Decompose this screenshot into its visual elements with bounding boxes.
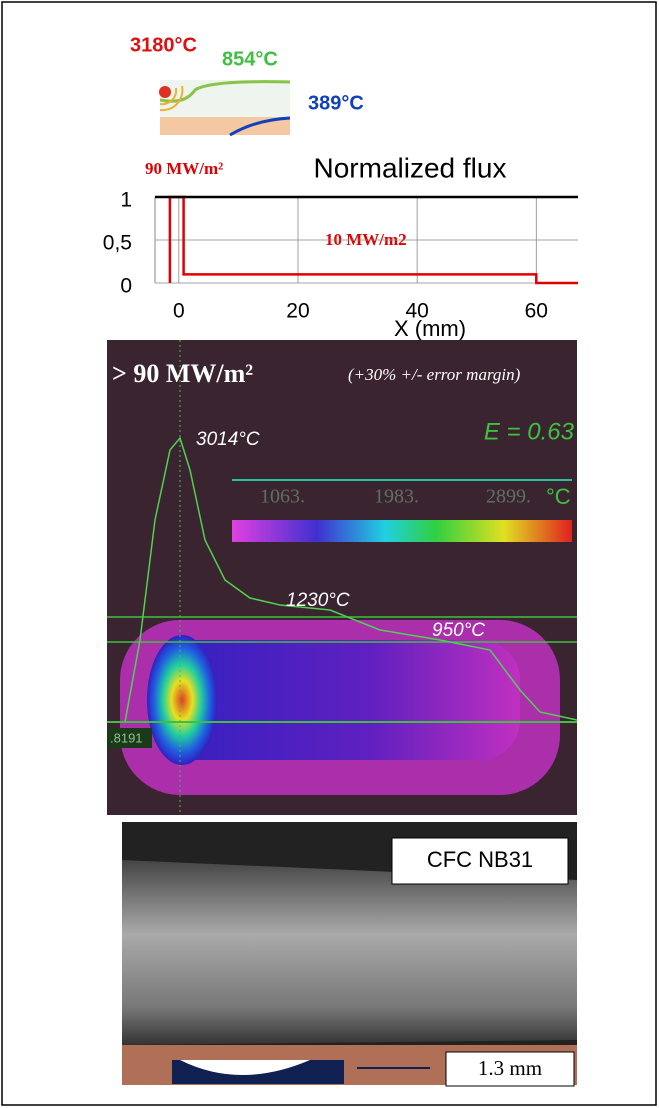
material-label: CFC NB31 xyxy=(427,847,533,872)
annotation: 10 MW/m2 xyxy=(325,230,407,249)
scale-label: 1983. xyxy=(374,486,419,508)
temp-label: 1230°C xyxy=(286,590,350,611)
scale-label: 2899. xyxy=(486,486,531,508)
scale-label: 1063. xyxy=(260,486,305,508)
x-tick-label: 20 xyxy=(286,300,309,323)
y-tick-label: 1 xyxy=(120,189,132,212)
x-tick-label: 40 xyxy=(405,300,428,323)
thermal-heading: > 90 MW/m² xyxy=(112,359,253,388)
flux-chart: Normalized flux 90 MW/m² 10 MW/m2 X (mm)… xyxy=(103,152,578,341)
temp-label: 3014°C xyxy=(196,429,260,450)
x-axis-label: X (mm) xyxy=(394,316,466,341)
sketch: 3180°C 854°C 389°C xyxy=(130,34,364,137)
sketch-peak: 3180°C xyxy=(130,34,197,56)
emissivity: E = 0.63 xyxy=(484,418,575,445)
thermal-image: > 90 MW/m² (+30% +/- error margin) E = 0… xyxy=(107,340,578,815)
sketch-low: 389°C xyxy=(308,92,364,114)
annotation: 90 MW/m² xyxy=(145,159,223,178)
y-tick-label: 0 xyxy=(120,275,132,298)
photo: CFC NB31 1.3 mm xyxy=(122,822,577,1087)
chart-title: Normalized flux xyxy=(314,152,507,183)
scale-unit: °C xyxy=(546,484,571,509)
y-tick-label: 0,5 xyxy=(103,232,132,255)
thermal-note: (+30% +/- error margin) xyxy=(348,365,521,384)
x-tick-label: 0 xyxy=(173,300,185,323)
marker: .8191 xyxy=(110,730,143,745)
depth-label: 1.3 mm xyxy=(478,1056,542,1080)
x-tick-label: 60 xyxy=(525,300,548,323)
temp-label: 950°C xyxy=(432,620,485,641)
sketch-mid: 854°C xyxy=(222,48,278,70)
